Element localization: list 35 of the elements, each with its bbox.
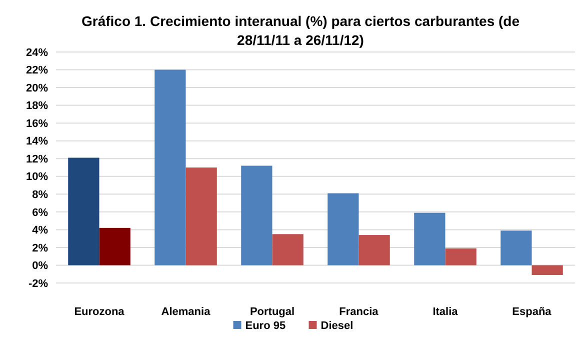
y-tick-label: 20% [26, 82, 48, 94]
y-tick-label: 4% [32, 224, 48, 237]
y-tick-label: 18% [26, 100, 48, 112]
x-tick-label: Francia [339, 306, 380, 318]
legend-label: Euro 95 [245, 320, 286, 332]
y-tick-label: 8% [32, 189, 48, 202]
y-tick-label: 14% [26, 136, 48, 148]
bar [186, 168, 217, 266]
y-tick-label: 12% [26, 153, 48, 166]
legend-label: Diesel [320, 320, 354, 332]
y-tick-label: 6% [32, 206, 48, 219]
x-tick-label: Eurozona [74, 306, 126, 318]
bar [358, 235, 390, 266]
y-tick-label: 22% [26, 64, 48, 77]
y-tick-label: 2% [32, 242, 48, 254]
bar [328, 193, 359, 266]
bar [414, 212, 446, 266]
bar [154, 70, 186, 266]
x-tick-label: Portugal [250, 306, 295, 318]
x-tick-label: Alemania [161, 306, 212, 318]
bar [68, 158, 100, 266]
chart-title: Gráfico 1. Crecimiento interanual (%) para ciertos carburantes (de 28/11/11 a 26/11/12) [81, 13, 520, 48]
y-tick-label: 0% [32, 260, 48, 272]
bar [241, 166, 272, 266]
y-tick-label: 24% [26, 46, 48, 59]
bar [99, 228, 130, 266]
bar [445, 248, 476, 266]
y-tick-label: -2% [28, 278, 48, 290]
x-tick-label: España [512, 306, 552, 318]
bar [500, 230, 532, 266]
x-tick-label: Italia [432, 306, 459, 318]
y-tick-label: 16% [26, 118, 48, 130]
bar [272, 234, 304, 266]
y-tick-label: 10% [26, 171, 48, 184]
bar [532, 265, 563, 276]
